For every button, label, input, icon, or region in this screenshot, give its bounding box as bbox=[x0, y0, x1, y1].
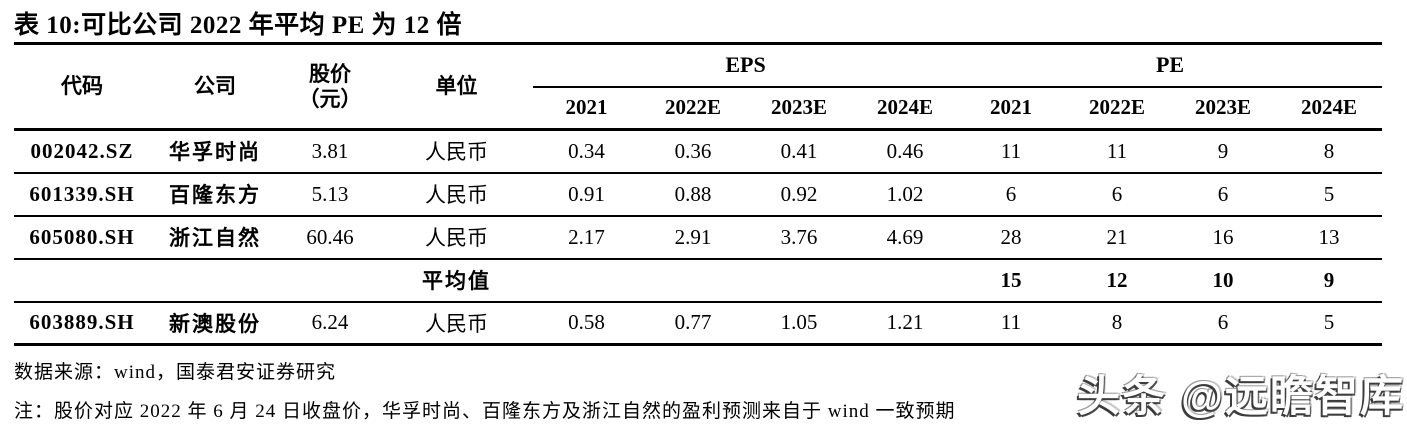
cell-unit: 人民币 bbox=[380, 172, 533, 217]
cell-pe-2022e: 6 bbox=[1064, 172, 1171, 217]
cell-empty bbox=[280, 258, 380, 303]
header-price: 股价 （元） bbox=[280, 43, 380, 131]
table-row-huafu: 002042.SZ 华孚时尚 3.81 人民币 0.34 0.36 0.41 0… bbox=[14, 129, 1383, 174]
cell-empty bbox=[640, 258, 746, 303]
cell-price: 5.13 bbox=[280, 172, 380, 217]
cell-price: 6.24 bbox=[280, 301, 380, 346]
cell-company: 华孚时尚 bbox=[150, 129, 280, 174]
table-header-year-row: 2021 2022E 2023E 2024E 2021 2022E 2023E … bbox=[14, 86, 1383, 131]
cell-company: 浙江自然 bbox=[150, 215, 280, 260]
cell-avg-pe-2022e: 12 bbox=[1064, 258, 1171, 303]
cell-eps-2022e: 0.88 bbox=[640, 172, 746, 217]
cell-eps-2022e: 0.77 bbox=[640, 301, 746, 346]
cell-empty bbox=[14, 258, 150, 303]
cell-pe-2023e: 6 bbox=[1170, 301, 1277, 346]
comparable-companies-table: 代码 公司 股价 （元） 单位 EPS PE 2021 2022E 2023E … bbox=[14, 42, 1383, 346]
page-title: 表 10:可比公司 2022 年平均 PE 为 12 倍 bbox=[14, 12, 463, 39]
cell-code: 601339.SH bbox=[14, 172, 150, 217]
cell-pe-2023e: 9 bbox=[1170, 129, 1277, 174]
header-price-line1: 股价 bbox=[309, 62, 351, 87]
header-pe-2022e: 2022E bbox=[1064, 86, 1171, 131]
note-text: 注：股价对应 2022 年 6 月 24 日收盘价，华孚时尚、百隆东方及浙江自然… bbox=[14, 401, 956, 422]
header-pe-2024e: 2024E bbox=[1276, 86, 1383, 131]
header-pe-2023e: 2023E bbox=[1170, 86, 1277, 131]
cell-pe-2022e: 11 bbox=[1064, 129, 1171, 174]
header-price-line2: （元） bbox=[298, 86, 362, 111]
header-company: 公司 bbox=[150, 43, 280, 131]
cell-code: 605080.SH bbox=[14, 215, 150, 260]
cell-pe-2024e: 8 bbox=[1276, 129, 1383, 174]
cell-eps-2023e: 1.05 bbox=[746, 301, 852, 346]
cell-eps-2021: 0.58 bbox=[533, 301, 640, 346]
cell-company: 新澳股份 bbox=[150, 301, 280, 346]
cell-eps-2024e: 0.46 bbox=[852, 129, 959, 174]
cell-pe-2021: 6 bbox=[958, 172, 1065, 217]
cell-eps-2023e: 0.41 bbox=[746, 129, 852, 174]
header-eps-2021: 2021 bbox=[533, 86, 640, 131]
cell-empty bbox=[746, 258, 852, 303]
cell-pe-2023e: 6 bbox=[1170, 172, 1277, 217]
cell-code: 002042.SZ bbox=[14, 129, 150, 174]
cell-pe-2021: 11 bbox=[958, 301, 1065, 346]
header-code: 代码 bbox=[14, 43, 150, 131]
cell-eps-2024e: 4.69 bbox=[852, 215, 959, 260]
cell-eps-2021: 2.17 bbox=[533, 215, 640, 260]
cell-eps-2023e: 0.92 bbox=[746, 172, 852, 217]
table-row-average: 平均值 15 12 10 9 bbox=[14, 258, 1383, 303]
cell-pe-2022e: 8 bbox=[1064, 301, 1171, 346]
header-pe-2021: 2021 bbox=[958, 86, 1065, 131]
cell-pe-2023e: 16 bbox=[1170, 215, 1277, 260]
cell-eps-2022e: 0.36 bbox=[640, 129, 746, 174]
cell-pe-2024e: 5 bbox=[1276, 301, 1383, 346]
cell-unit: 人民币 bbox=[380, 301, 533, 346]
cell-pe-2022e: 21 bbox=[1064, 215, 1171, 260]
cell-unit: 人民币 bbox=[380, 215, 533, 260]
cell-avg-pe-2023e: 10 bbox=[1170, 258, 1277, 303]
cell-company: 百隆东方 bbox=[150, 172, 280, 217]
cell-price: 3.81 bbox=[280, 129, 380, 174]
cell-eps-2023e: 3.76 bbox=[746, 215, 852, 260]
cell-pe-2021: 11 bbox=[958, 129, 1065, 174]
cell-eps-2021: 0.34 bbox=[533, 129, 640, 174]
table-row-bailong: 601339.SH 百隆东方 5.13 人民币 0.91 0.88 0.92 1… bbox=[14, 172, 1383, 217]
header-eps-2023e: 2023E bbox=[746, 86, 852, 131]
header-pe-group: PE bbox=[958, 43, 1383, 88]
header-eps-2022e: 2022E bbox=[640, 86, 746, 131]
cell-pe-2024e: 13 bbox=[1276, 215, 1383, 260]
table-header-group-row: 代码 公司 股价 （元） 单位 EPS PE bbox=[14, 43, 1383, 131]
average-label: 平均值 bbox=[380, 258, 533, 303]
header-eps-group: EPS bbox=[533, 43, 959, 88]
cell-avg-pe-2024e: 9 bbox=[1276, 258, 1383, 303]
table-row-zhejiang: 605080.SH 浙江自然 60.46 人民币 2.17 2.91 3.76 … bbox=[14, 215, 1383, 260]
cell-avg-pe-2021: 15 bbox=[958, 258, 1065, 303]
data-source-text: 数据来源：wind，国泰君安证券研究 bbox=[14, 362, 337, 383]
cell-pe-2024e: 5 bbox=[1276, 172, 1383, 217]
cell-price: 60.46 bbox=[280, 215, 380, 260]
cell-empty bbox=[533, 258, 640, 303]
cell-empty bbox=[150, 258, 280, 303]
cell-unit: 人民币 bbox=[380, 129, 533, 174]
cell-code: 603889.SH bbox=[14, 301, 150, 346]
cell-pe-2021: 28 bbox=[958, 215, 1065, 260]
cell-eps-2021: 0.91 bbox=[533, 172, 640, 217]
cell-eps-2024e: 1.02 bbox=[852, 172, 959, 217]
table-row-xinao: 603889.SH 新澳股份 6.24 人民币 0.58 0.77 1.05 1… bbox=[14, 301, 1383, 346]
header-eps-2024e: 2024E bbox=[852, 86, 959, 131]
cell-eps-2022e: 2.91 bbox=[640, 215, 746, 260]
cell-eps-2024e: 1.21 bbox=[852, 301, 959, 346]
header-unit: 单位 bbox=[380, 43, 533, 131]
watermark-toutiao-yuanzhan: 头条 @远瞻智库 bbox=[1077, 373, 1405, 421]
cell-empty bbox=[852, 258, 959, 303]
